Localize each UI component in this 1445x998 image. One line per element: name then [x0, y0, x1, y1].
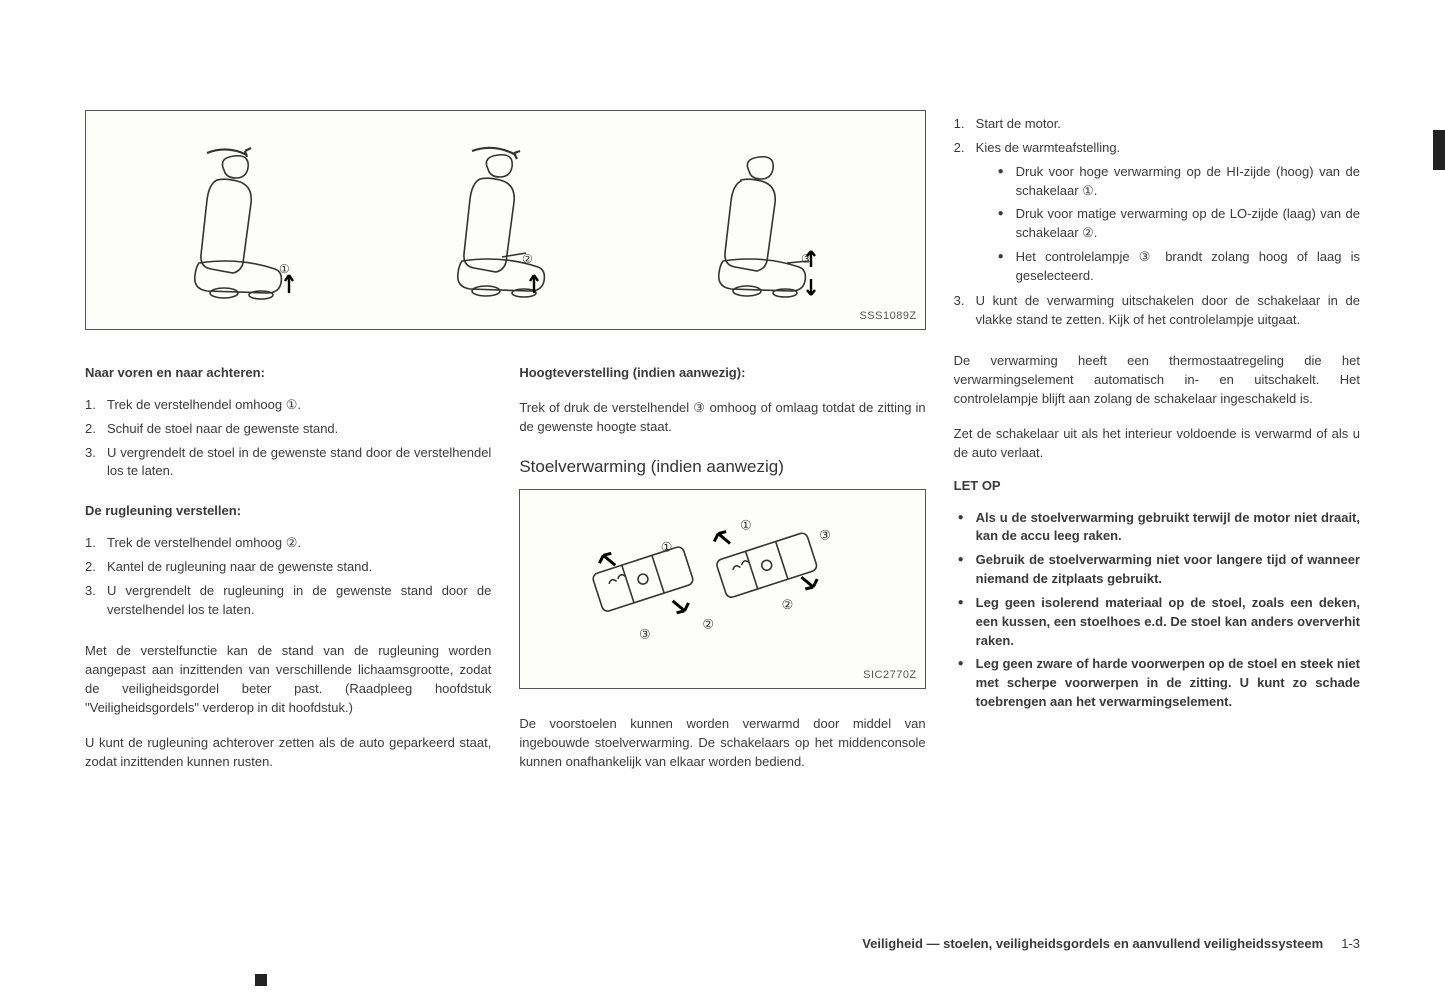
sub-1: Druk voor hoge verwarming op de HI-zijde… [998, 163, 1360, 201]
col1-h2: De rugleuning verstellen: [85, 502, 491, 521]
column-2: Hoogteverstelling (indien aanwezig): Tre… [519, 358, 925, 780]
col1-p1: Met de verstelfunctie kan de stand van d… [85, 642, 491, 717]
col1-p2: U kunt de rugleuning achterover zetten a… [85, 734, 491, 772]
column-1: Naar voren en naar achteren: 1.Trek de v… [85, 358, 491, 780]
figure-seat-adjust: ① ② [85, 110, 926, 330]
footer-page: 1-3 [1341, 936, 1360, 951]
footer-title: Veiligheid — stoelen, veiligheidsgordels… [862, 936, 1323, 951]
col1-h1: Naar voren en naar achteren: [85, 364, 491, 383]
warn-3: Leg geen isolerend materiaal op de stoel… [954, 594, 1360, 651]
c1l1-2: 2.Schuif de stoel naar de gewenste stand… [85, 420, 491, 439]
col3-steps: 1.Start de motor. 2.Kies de warmteafstel… [954, 110, 1360, 334]
col2-h1: Hoogteverstelling (indien aanwezig): [519, 364, 925, 383]
step-3: 3.U kunt de verwarming uitschakelen door… [954, 292, 1360, 330]
c1l1-1: 1.Trek de verstelhendel omhoog ①. [85, 396, 491, 415]
c1l2-1: 1.Trek de verstelhendel omhoog ②. [85, 534, 491, 553]
page-grid: ① ② [85, 110, 1360, 780]
step-3-text: U kunt de verwarming uitschakelen door d… [976, 293, 1360, 327]
col3-p1: De verwarming heeft een thermostaatregel… [954, 352, 1360, 409]
svg-text:①: ① [661, 540, 673, 555]
c1l1-3-text: U vergrendelt de stoel in de gewenste st… [107, 445, 491, 479]
warn-4: Leg geen zware of harde voorwerpen op de… [954, 655, 1360, 712]
sub-3: Het controlelampje ③ brandt zolang hoog … [998, 248, 1360, 286]
seat-diagram-3: ③ [691, 145, 841, 305]
col1-list2: 1.Trek de verstelhendel omhoog ②. 2.Kant… [85, 529, 491, 624]
c1l2-2: 2.Kantel de rugleuning naar de gewenste … [85, 558, 491, 577]
c1l2-1-text: Trek de verstelhendel omhoog ②. [107, 535, 301, 550]
step-1: 1.Start de motor. [954, 115, 1360, 134]
column-3: 1.Start de motor. 2.Kies de warmteafstel… [954, 110, 1360, 780]
svg-text:②: ② [703, 617, 715, 632]
crop-mark [255, 974, 267, 986]
svg-text:①: ① [279, 262, 290, 276]
c1l2-3: 3.U vergrendelt de rugleuning in de gewe… [85, 582, 491, 620]
col2-p1: Trek of druk de verstelhendel ③ omhoog o… [519, 399, 925, 437]
figure-heater-switch: ① ① ③ ② ② ③ SIC2770Z [519, 489, 925, 689]
col1-list1: 1.Trek de verstelhendel omhoog ①. 2.Schu… [85, 391, 491, 486]
warn-2: Gebruik de stoelverwarming niet voor lan… [954, 551, 1360, 589]
page-footer: Veiligheid — stoelen, veiligheidsgordels… [862, 935, 1360, 954]
seat-diagram-2: ② [430, 145, 580, 305]
svg-text:③: ③ [639, 627, 651, 642]
figure2-label: SIC2770Z [863, 668, 917, 684]
warn-list: Als u de stoelverwarming gebruikt terwij… [954, 504, 1360, 717]
c1l2-3-text: U vergrendelt de rugleuning in de gewens… [107, 583, 491, 617]
step-2: 2.Kies de warmteafstelling. Druk voor ho… [954, 139, 1360, 286]
sub-2: Druk voor matige verwarming op de LO-zij… [998, 205, 1360, 243]
edge-tab [1433, 130, 1445, 170]
heater-switch-diagram: ① ① ③ ② ② ③ [520, 490, 924, 688]
step-1-text: Start de motor. [976, 116, 1061, 131]
c1l1-2-text: Schuif de stoel naar de gewenste stand. [107, 421, 338, 436]
svg-text:②: ② [522, 252, 533, 266]
svg-text:②: ② [782, 597, 794, 612]
step-2-sub: Druk voor hoge verwarming op de HI-zijde… [976, 163, 1360, 286]
seat-diagram-1: ① [169, 145, 319, 305]
letop-heading: LET OP [954, 477, 1360, 496]
col3-p2: Zet de schakelaar uit als het interieur … [954, 425, 1360, 463]
c1l1-1-text: Trek de verstelhendel omhoog ①. [107, 397, 301, 412]
svg-text:③: ③ [820, 528, 832, 543]
figure1-label: SSS1089Z [859, 309, 916, 325]
col2-p2: De voorstoelen kunnen worden verwarmd do… [519, 715, 925, 772]
c1l1-3: 3.U vergrendelt de stoel in de gewenste … [85, 444, 491, 482]
step-2-text: Kies de warmteafstelling. [976, 140, 1121, 155]
svg-text:①: ① [740, 518, 752, 533]
col2-h2: Stoelverwarming (indien aanwezig) [519, 455, 925, 480]
c1l2-2-text: Kantel de rugleuning naar de gewenste st… [107, 559, 372, 574]
warn-1: Als u de stoelverwarming gebruikt terwij… [954, 509, 1360, 547]
